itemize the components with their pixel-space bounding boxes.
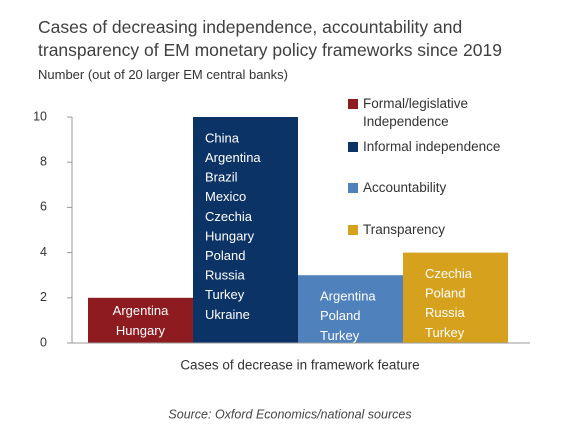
bar-label: Turkey (320, 328, 360, 343)
legend-item: Informal independence (348, 138, 543, 156)
y-tick-label: 6 (40, 200, 47, 214)
bar (88, 297, 193, 343)
chart-subtitle: Number (out of 20 larger EM central bank… (38, 67, 288, 82)
bar-label: Turkey (425, 325, 465, 340)
source: Source: Oxford Economics/national source… (168, 407, 411, 421)
y-tick-label: 10 (33, 109, 47, 123)
legend-label: Informal independence (363, 139, 501, 154)
legend-item: Accountability (348, 179, 543, 197)
legend-swatch (348, 142, 358, 152)
legend-label: Transparency (363, 222, 446, 237)
legend-swatch (348, 225, 358, 235)
legend-label: Accountability (363, 180, 447, 195)
legend-swatch (348, 183, 358, 193)
bar-label: Russia (425, 305, 466, 320)
bar-label: Turkey (205, 287, 245, 302)
bar-label: Hungary (205, 228, 255, 243)
bar-label: Mexico (205, 189, 246, 204)
bar-label: Russia (205, 268, 246, 283)
bar (193, 117, 298, 343)
bar-label: Brazil (205, 170, 238, 185)
bar-label: Poland (205, 248, 245, 263)
bar-label: China (205, 130, 240, 145)
bar-label: Argentina (205, 150, 261, 165)
bar-label: Ukraine (205, 307, 250, 322)
x-axis-label: Cases of decrease in framework feature (180, 358, 419, 373)
y-tick-label: 4 (40, 245, 47, 259)
bar-label: Argentina (113, 303, 169, 318)
bar-label: Hungary (116, 323, 166, 338)
legend-item: Formal/legislative Independence (348, 95, 493, 131)
bar (403, 252, 508, 343)
bar-label: Czechia (425, 266, 473, 281)
bar-label: Argentina (320, 289, 376, 304)
legend-item: Transparency (348, 221, 543, 239)
legend-swatch (348, 99, 358, 109)
y-tick-label: 2 (40, 290, 47, 304)
bar-label: Poland (320, 308, 360, 323)
y-tick-label: 8 (40, 154, 47, 168)
bar-label: Czechia (205, 209, 253, 224)
bar-label: Poland (425, 286, 465, 301)
bar (298, 275, 403, 343)
legend-label: Formal/legislative Independence (363, 96, 469, 129)
chart-title: Cases of decreasing independence, accoun… (38, 17, 502, 60)
y-tick-label: 0 (40, 335, 47, 349)
